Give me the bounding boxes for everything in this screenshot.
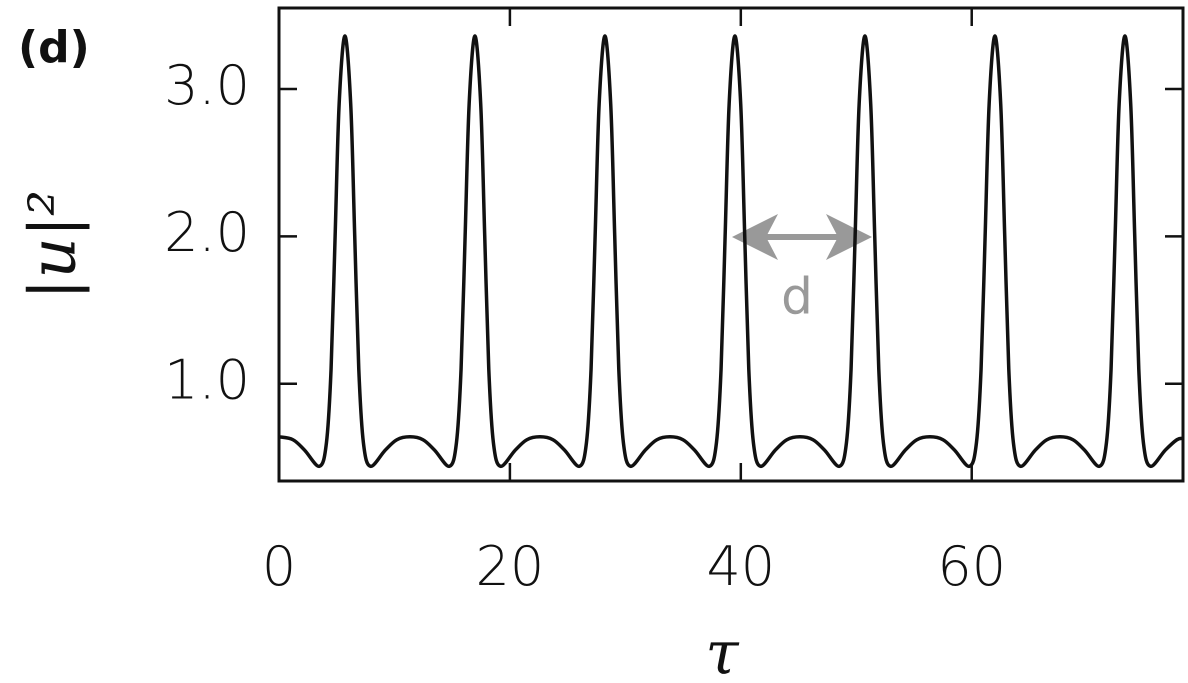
x-tick-label: 20 xyxy=(476,535,545,598)
y-axis-label: |u|² xyxy=(17,190,91,300)
x-tick-label: 0 xyxy=(262,535,296,598)
y-tick-label: 2.0 xyxy=(164,201,250,264)
y-tick-label: 3.0 xyxy=(164,54,250,117)
data-line xyxy=(279,34,1183,469)
plot-frame xyxy=(277,6,1185,483)
x-tick-label: 40 xyxy=(706,535,775,598)
panel-label: (d) xyxy=(18,22,90,73)
x-tick-label: 60 xyxy=(937,535,1006,598)
arrow-head xyxy=(732,214,778,260)
arrow-head xyxy=(826,214,872,260)
x-axis-label: τ xyxy=(705,619,739,683)
distance-arrow xyxy=(732,214,872,260)
y-tick-label: 1.0 xyxy=(164,348,250,411)
annotation: d xyxy=(781,268,813,326)
